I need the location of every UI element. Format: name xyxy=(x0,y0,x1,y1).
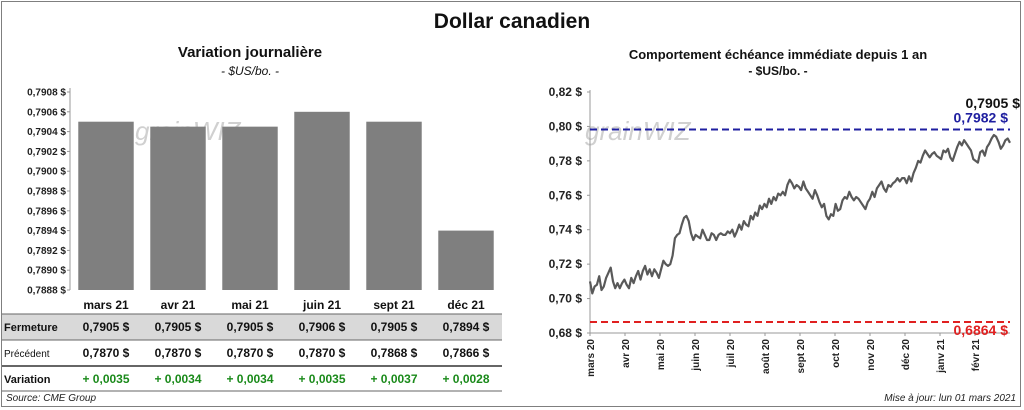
last-value-label: 0,7905 $ xyxy=(966,95,1021,111)
y-tick-label: 0,7892 $ xyxy=(27,246,66,257)
bar-4 xyxy=(294,111,350,290)
bar-5 xyxy=(366,121,422,290)
y-tick-label: 0,82 $ xyxy=(549,85,583,99)
y-tick-label: 0,80 $ xyxy=(549,119,583,133)
table-cell: + 0,0034 xyxy=(226,372,273,386)
bar-1 xyxy=(78,121,134,290)
table-row-label: Variation xyxy=(4,374,51,386)
bar-3 xyxy=(222,126,278,291)
y-tick-label: 0,78 $ xyxy=(549,154,583,168)
table-shaded-row xyxy=(2,314,502,340)
lower-reference-label: 0,6864 $ xyxy=(954,322,1009,338)
table-cell: 0,7905 $ xyxy=(155,320,202,334)
x-tick-label: déc 20 xyxy=(901,339,912,371)
y-tick-label: 0,7902 $ xyxy=(27,147,66,158)
table-cell: + 0,0035 xyxy=(298,372,345,386)
y-tick-label: 0,72 $ xyxy=(549,257,583,271)
y-tick-label: 0,7908 $ xyxy=(27,88,66,99)
category-label: juin 21 xyxy=(302,298,341,312)
table-cell: 0,7868 $ xyxy=(371,346,418,360)
x-tick-label: juin 20 xyxy=(691,339,702,372)
table-cell: 0,7866 $ xyxy=(443,346,490,360)
table-cell: 0,7870 $ xyxy=(227,346,274,360)
source-note: Source: CME Group xyxy=(6,393,97,404)
y-tick-label: 0,7888 $ xyxy=(27,286,66,297)
y-tick-label: 0,7900 $ xyxy=(27,167,66,178)
bar-6 xyxy=(438,230,494,290)
y-tick-label: 0,76 $ xyxy=(549,188,583,202)
watermark-text: grainWIZ xyxy=(585,116,692,146)
table-row-label: Fermeture xyxy=(4,322,58,334)
y-tick-label: 0,7898 $ xyxy=(27,187,66,198)
y-tick-label: 0,7904 $ xyxy=(27,127,66,138)
x-tick-label: avr 20 xyxy=(621,339,632,368)
x-tick-label: juil 20 xyxy=(726,339,737,369)
table-cell: 0,7894 $ xyxy=(443,320,490,334)
right-chart-title: Comportement échéance immédiate depuis 1… xyxy=(628,47,928,62)
table-cell: 0,7870 $ xyxy=(299,346,346,360)
upper-reference-label: 0,7982 $ xyxy=(954,110,1009,126)
right-chart-unit: - $US/bo. - xyxy=(748,64,808,78)
x-tick-label: mai 20 xyxy=(656,339,667,371)
category-label: mai 21 xyxy=(231,298,269,312)
y-tick-label: 0,68 $ xyxy=(549,326,583,340)
left-chart-title: Variation journalière xyxy=(177,44,323,61)
page-title: Dollar canadien xyxy=(433,10,591,33)
table-cell: + 0,0034 xyxy=(154,372,201,386)
bar-2 xyxy=(150,126,206,291)
x-tick-label: mars 20 xyxy=(586,339,597,377)
table-cell: + 0,0037 xyxy=(370,372,417,386)
category-label: sept 21 xyxy=(373,298,415,312)
category-label: déc 21 xyxy=(447,298,485,312)
table-row-label: Précédent xyxy=(4,349,50,360)
category-label: mars 21 xyxy=(83,298,129,312)
table-cell: + 0,0028 xyxy=(442,372,489,386)
table-cell: 0,7906 $ xyxy=(299,320,346,334)
x-tick-label: oct 20 xyxy=(831,339,842,368)
x-tick-label: nov 20 xyxy=(866,339,877,371)
category-label: avr 21 xyxy=(161,298,196,312)
table-cell: 0,7870 $ xyxy=(83,346,130,360)
update-note: Mise à jour: lun 01 mars 2021 xyxy=(884,393,1016,404)
price-series-line xyxy=(588,133,1011,295)
y-tick-label: 0,70 $ xyxy=(549,292,583,306)
table-cell: 0,7870 $ xyxy=(155,346,202,360)
y-tick-label: 0,74 $ xyxy=(549,223,583,237)
y-tick-label: 0,7896 $ xyxy=(27,206,66,217)
x-tick-label: août 20 xyxy=(761,339,772,374)
table-cell: 0,7905 $ xyxy=(83,320,130,334)
table-cell: 0,7905 $ xyxy=(227,320,274,334)
table-cell: + 0,0035 xyxy=(82,372,129,386)
y-tick-label: 0,7890 $ xyxy=(27,266,66,277)
x-tick-label: févr 21 xyxy=(971,339,982,372)
y-tick-label: 0,7906 $ xyxy=(27,107,66,118)
y-tick-label: 0,7894 $ xyxy=(27,226,66,237)
left-chart-unit: - $US/bo. - xyxy=(220,64,280,78)
x-tick-label: janv 21 xyxy=(936,339,947,374)
table-cell: 0,7905 $ xyxy=(371,320,418,334)
x-tick-label: sept 20 xyxy=(796,339,807,374)
